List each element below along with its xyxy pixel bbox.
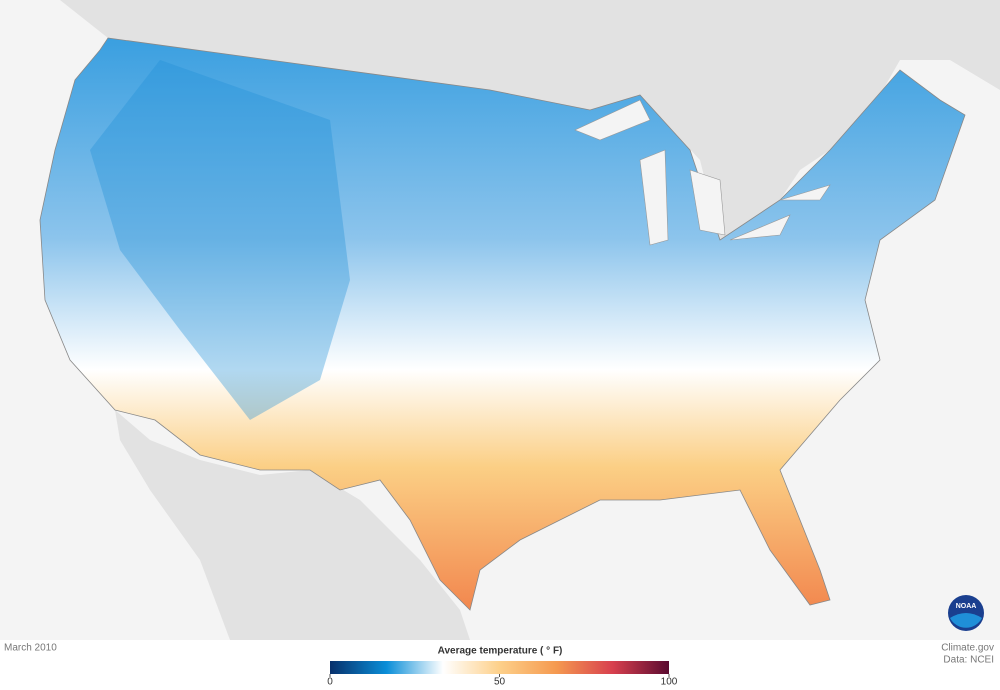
mexico-land bbox=[115, 410, 470, 640]
canada-land bbox=[60, 0, 1000, 240]
source-label: Climate.gov bbox=[941, 643, 994, 654]
noaa-logo: NOAA bbox=[948, 595, 984, 631]
legend-title: Average temperature ( ° F) bbox=[438, 646, 563, 657]
colorbar-tick-label: 50 bbox=[494, 677, 506, 688]
data-credit: Data: NCEI bbox=[943, 655, 994, 666]
colorbar-tick-label: 0 bbox=[327, 677, 333, 688]
date-label: March 2010 bbox=[4, 643, 57, 654]
mountain-cold-area bbox=[90, 60, 350, 420]
great-lakes bbox=[574, 99, 831, 246]
colorbar-tick-label: 100 bbox=[661, 677, 678, 688]
colorbar bbox=[330, 661, 669, 674]
logo-wave bbox=[950, 613, 982, 628]
us-temperature-map bbox=[39, 37, 966, 611]
logo-text: NOAA bbox=[956, 603, 977, 610]
